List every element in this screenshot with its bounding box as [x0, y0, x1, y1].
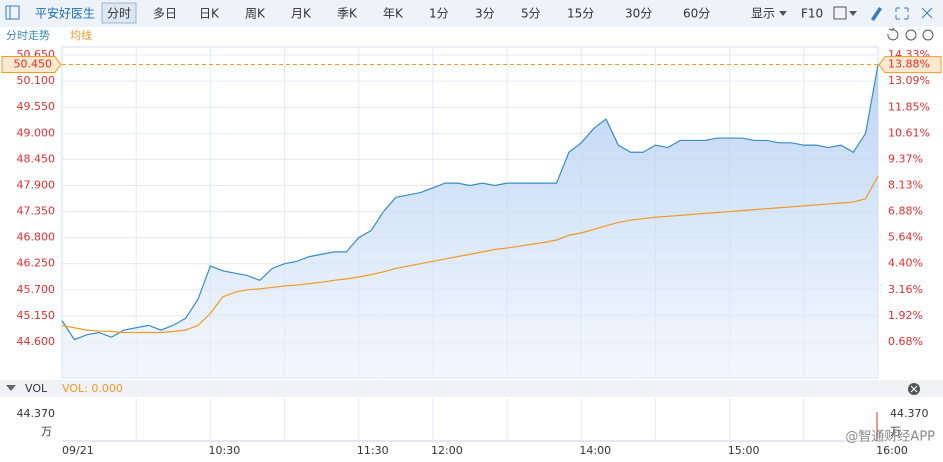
- x-tick-label: 14:00: [579, 444, 611, 457]
- tab[interactable]: 5分: [521, 7, 541, 21]
- y-tick-label: 49.000: [17, 126, 56, 139]
- volume-close-x: [910, 385, 918, 393]
- y2-tick-label: 10.61%: [888, 126, 930, 139]
- x-tick-label: 11:30: [357, 444, 389, 457]
- last-change-tag: [878, 56, 942, 74]
- tab[interactable]: 3分: [475, 7, 495, 21]
- tab[interactable]: 年K: [383, 7, 404, 21]
- y2-tick-label: 5.64%: [888, 231, 923, 244]
- tab[interactable]: 15分: [567, 7, 594, 21]
- dropdown-arrow: [849, 11, 857, 16]
- y-tick-label: 46.250: [17, 257, 56, 270]
- volume-unit: 万: [890, 425, 901, 438]
- tab[interactable]: 30分: [625, 7, 652, 21]
- legend-avg: 均线: [70, 28, 92, 42]
- y2-tick-label: 13.09%: [888, 74, 930, 87]
- y-tick-label: 44.600: [17, 335, 56, 348]
- last-change-label: 13.88%: [888, 58, 930, 71]
- close-icon[interactable]: [921, 7, 933, 19]
- volume-title: VOL: [25, 382, 48, 395]
- reset-icon[interactable]: [887, 27, 899, 41]
- y2-tick-label: 4.40%: [888, 257, 923, 270]
- tab-selected: [101, 2, 137, 24]
- price-line: [61, 64, 879, 341]
- fullscreen-icon[interactable]: [895, 7, 909, 20]
- toolbar-bg: [0, 0, 943, 27]
- volume-unit: 万: [41, 425, 52, 438]
- y-tick-label: 50.100: [17, 74, 56, 87]
- legend-bg: [0, 27, 943, 46]
- tab[interactable]: 日K: [199, 7, 220, 21]
- y2-tick-label: 9.37%: [888, 152, 923, 165]
- watermark: @智通财经APP: [845, 430, 935, 445]
- pen-icon[interactable]: [871, 7, 882, 21]
- avg-line: [61, 175, 879, 334]
- y2-tick-label: 11.85%: [888, 100, 930, 113]
- y-tick-label: 45.150: [17, 309, 56, 322]
- y2-tick-label: 6.88%: [888, 205, 923, 218]
- x-tick-label: 12:00: [431, 444, 463, 457]
- zoom-in-icon[interactable]: [905, 29, 917, 41]
- stock-name[interactable]: 平安好医生: [35, 6, 95, 21]
- y-tick-label: 46.800: [17, 231, 56, 244]
- collapse-arrow[interactable]: [6, 385, 16, 391]
- volume-header: [0, 380, 943, 397]
- tab[interactable]: 周K: [245, 7, 266, 21]
- dropdown-arrow: [779, 11, 787, 16]
- x-tick-label: 15:00: [728, 444, 760, 457]
- volume-max: 44.370: [17, 407, 56, 420]
- y2-tick-label: 0.68%: [888, 335, 923, 348]
- display-menu[interactable]: 显示: [751, 7, 775, 21]
- x-tick-label: 16:00: [876, 444, 908, 457]
- tab[interactable]: 60分: [683, 7, 710, 21]
- y-tick-label: 49.550: [17, 100, 56, 113]
- tab-bar: 分时 多日 日K 周K 月K 季K 年K 1分 3分 5分 15分 30分 60分: [101, 2, 710, 24]
- y-tick-label: 47.350: [17, 205, 56, 218]
- zoom-out-icon[interactable]: [922, 29, 934, 41]
- legend-price: 分时走势: [6, 29, 50, 42]
- tab[interactable]: 分时: [107, 7, 131, 21]
- y-tick-label: 48.450: [17, 152, 56, 165]
- y2-tick-label: 8.13%: [888, 178, 923, 191]
- y-tick-label: 47.900: [17, 178, 56, 191]
- volume-label: VOL: 0.000: [62, 382, 123, 395]
- last-price-tag: [1, 56, 62, 74]
- checkbox[interactable]: [833, 6, 847, 20]
- last-price-label: 50.450: [14, 58, 53, 71]
- volume-max: 44.370: [890, 407, 929, 420]
- f10-button[interactable]: F10: [801, 7, 823, 21]
- tab[interactable]: 季K: [337, 7, 358, 21]
- y-tick-label: 45.700: [17, 283, 56, 296]
- tab[interactable]: 月K: [291, 7, 312, 21]
- panel-icon[interactable]: [5, 5, 20, 20]
- x-tick-label: 10:30: [209, 444, 241, 457]
- y2-tick-label: 3.16%: [888, 283, 923, 296]
- tab[interactable]: 多日: [153, 7, 177, 21]
- x-tick-label: 09/21: [62, 444, 94, 457]
- y2-tick-label: 1.92%: [888, 309, 923, 322]
- tab[interactable]: 1分: [429, 7, 449, 21]
- price-area: [62, 64, 878, 379]
